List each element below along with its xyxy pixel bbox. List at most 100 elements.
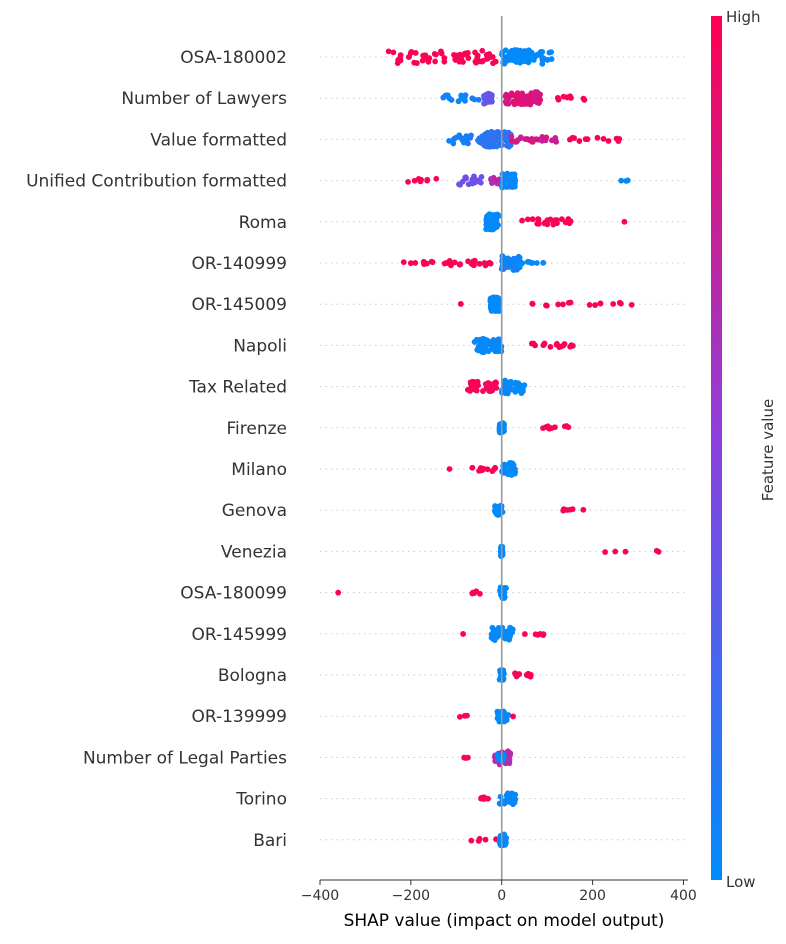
colorbar-high-label: High <box>726 8 760 26</box>
shap-point <box>610 301 617 307</box>
shap-point <box>495 307 502 314</box>
shap-point <box>527 94 533 101</box>
shap-point <box>521 101 528 107</box>
shap-point <box>552 217 559 224</box>
shap-point <box>482 381 489 388</box>
shap-point <box>540 425 546 432</box>
feature-row-points <box>464 377 528 397</box>
shap-point <box>536 96 543 102</box>
shap-point <box>503 264 509 271</box>
feature-label: OSA-180099 <box>180 584 287 604</box>
shap-point <box>523 48 530 55</box>
feature-label: Venezia <box>221 542 287 562</box>
feature-row-points <box>461 748 514 768</box>
shap-point <box>451 259 458 266</box>
shap-point <box>508 386 515 393</box>
shap-point <box>407 260 414 267</box>
shap-point <box>503 716 510 723</box>
shap-point <box>605 138 612 144</box>
feature-label: OR-139999 <box>191 707 287 727</box>
shap-point <box>612 548 619 555</box>
shap-point <box>524 216 531 223</box>
shap-point <box>567 136 573 143</box>
shap-point <box>537 49 544 55</box>
shap-point <box>465 181 472 188</box>
feature-row-points <box>457 294 635 315</box>
shap-point <box>600 135 607 142</box>
shap-point <box>472 58 479 65</box>
feature-label: Torino <box>235 790 287 810</box>
feature-label: OR-145999 <box>191 625 287 645</box>
shap-point <box>565 299 572 306</box>
shap-point <box>446 466 453 472</box>
shap-point <box>495 625 502 631</box>
shap-point <box>532 631 539 638</box>
shap-point <box>539 55 546 62</box>
shap-point <box>462 174 469 181</box>
shap-point <box>526 101 533 108</box>
shap-point <box>425 58 432 65</box>
shap-point <box>509 184 516 191</box>
shap-point <box>475 838 482 844</box>
feature-row-points <box>471 335 576 356</box>
shap-point <box>335 589 342 596</box>
shap-point <box>488 176 494 183</box>
feature-row-points <box>446 128 623 150</box>
shap-point <box>479 58 486 65</box>
feature-label: Bari <box>253 831 287 851</box>
shap-point <box>474 178 481 184</box>
shap-point <box>576 138 583 144</box>
shap-point <box>385 48 392 55</box>
shap-point <box>457 261 464 268</box>
shap-point <box>501 798 508 804</box>
shap-point <box>492 342 499 348</box>
shap-point <box>547 343 554 350</box>
shap-point <box>546 49 553 56</box>
feature-label: Tax Related <box>188 378 287 398</box>
shap-point <box>497 587 504 593</box>
shap-point <box>479 337 486 344</box>
shap-point <box>558 216 565 223</box>
shap-point <box>456 713 463 720</box>
feature-row-points <box>405 170 631 191</box>
shap-point <box>493 385 500 391</box>
shap-point <box>493 380 499 386</box>
shap-point <box>511 799 518 806</box>
shap-point <box>412 50 419 56</box>
shap-point <box>411 177 418 184</box>
shap-point <box>469 95 476 102</box>
feature-label: OR-145009 <box>191 295 287 315</box>
shap-point <box>424 177 430 184</box>
colorbar <box>711 16 722 880</box>
shap-point <box>521 382 528 389</box>
shap-point <box>501 839 507 846</box>
shap-point <box>443 259 450 266</box>
shap-point <box>597 300 604 307</box>
shap-point <box>622 548 629 555</box>
shap-point <box>512 791 519 798</box>
shap-point <box>482 836 489 843</box>
shap-point <box>618 300 624 307</box>
feature-row-points <box>446 460 519 478</box>
shap-point <box>552 424 558 431</box>
shap-point <box>491 466 498 473</box>
shap-point <box>397 52 404 59</box>
shap-point <box>411 59 418 66</box>
shap-point <box>468 132 474 139</box>
shap-point <box>494 711 501 717</box>
shap-point <box>471 262 477 269</box>
shap-point <box>448 97 455 103</box>
shap-point <box>533 260 540 266</box>
shap-point <box>501 389 508 396</box>
shap-point <box>514 96 521 103</box>
shap-point <box>621 218 628 225</box>
shap-point <box>513 138 520 145</box>
x-tick-label: 400 <box>670 888 697 904</box>
shap-point <box>478 795 485 801</box>
shap-point <box>613 135 620 142</box>
feature-label: Roma <box>239 213 287 233</box>
shap-point <box>485 348 492 355</box>
shap-point <box>490 143 497 150</box>
shap-point <box>453 134 460 141</box>
shap-point <box>520 54 527 61</box>
